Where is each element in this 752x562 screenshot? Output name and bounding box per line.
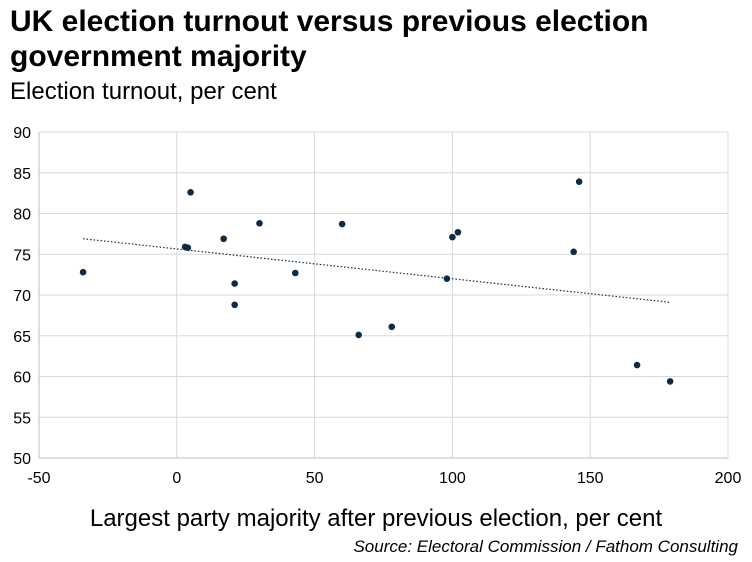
x-tick-label: 150 — [577, 470, 604, 487]
data-point — [666, 378, 674, 385]
data-point — [575, 178, 583, 186]
source-note: Source: Electoral Commission / Fathom Co… — [353, 537, 738, 556]
data-point — [633, 361, 641, 369]
y-tick-label: 80 — [13, 207, 31, 224]
y-tick-labels: 50 55 60 65 70 75 80 85 90 — [13, 125, 31, 468]
data-point — [231, 301, 238, 309]
y-tick-label: 60 — [13, 370, 31, 387]
data-points — [79, 178, 674, 385]
data-point — [443, 275, 451, 283]
trend-line — [83, 238, 671, 303]
x-axis-label: Largest party majority after previous el… — [89, 505, 663, 532]
trend-line-group — [83, 238, 671, 303]
data-point — [256, 219, 263, 227]
data-point — [449, 233, 456, 241]
y-tick-label: 70 — [13, 288, 31, 305]
x-tick-label: 200 — [715, 470, 742, 487]
y-tick-label: 85 — [13, 166, 31, 183]
chart-title: UK election turnout versus previous elec… — [10, 5, 649, 73]
data-point — [187, 189, 194, 196]
data-point — [79, 268, 87, 276]
y-tick-label: 50 — [13, 451, 31, 468]
grid-lines — [39, 131, 729, 458]
y-tick-label: 65 — [13, 329, 31, 346]
x-tick-label: -50 — [27, 470, 50, 487]
y-tick-label: 75 — [13, 247, 31, 264]
data-point — [454, 228, 462, 236]
data-point — [338, 220, 346, 228]
chart-subtitle: Election turnout, per cent — [10, 78, 277, 105]
x-tick-labels: -50 0 50 100 150 200 — [27, 470, 741, 487]
y-tick-label: 55 — [13, 410, 31, 427]
data-point — [570, 248, 577, 256]
y-tick-label: 90 — [13, 125, 31, 142]
data-point — [231, 280, 238, 287]
data-point — [220, 235, 227, 243]
axes — [38, 132, 728, 459]
x-tick-label: 0 — [172, 470, 181, 487]
x-tick-label: 50 — [306, 470, 324, 487]
data-point — [355, 331, 362, 339]
scatter-plot: -50 0 50 100 150 200 50 55 60 65 70 75 80 85 90 — [13, 125, 741, 487]
data-point — [388, 323, 396, 331]
data-point — [292, 269, 299, 277]
x-tick-label: 100 — [439, 470, 466, 487]
data-point — [184, 244, 192, 252]
